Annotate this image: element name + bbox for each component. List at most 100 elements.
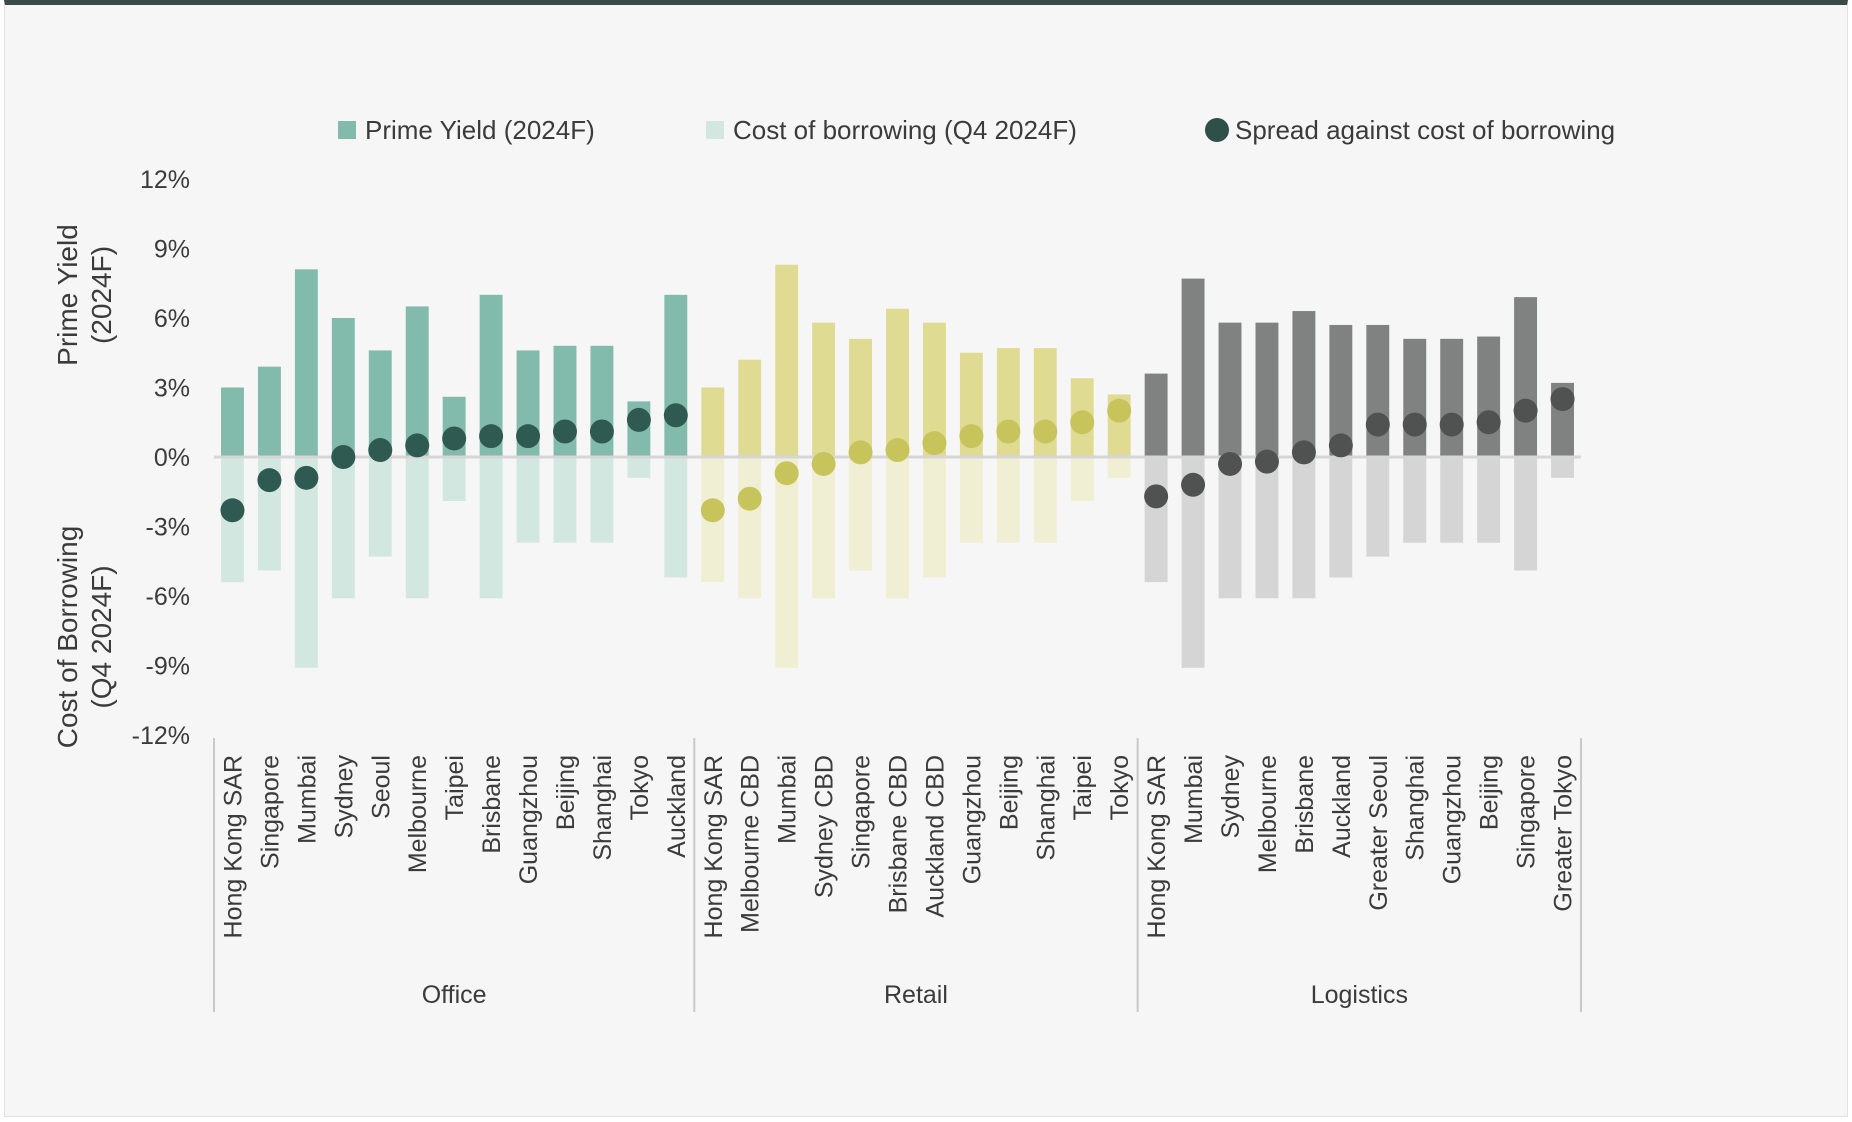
category-label: Hong Kong SAR (700, 755, 728, 938)
cost-of-borrowing-bar (405, 457, 429, 599)
category-label: Mumbai (1180, 755, 1208, 844)
category-label: Melbourne CBD (737, 755, 765, 933)
prime-yield-bar (294, 269, 318, 457)
category-label: Sydney (330, 755, 358, 839)
cost-of-borrowing-bar (1477, 457, 1501, 543)
y-tick-label: 6% (154, 305, 190, 333)
spread-dot (1291, 440, 1316, 465)
prime-yield-bar (1255, 322, 1279, 457)
spread-dot (626, 407, 651, 432)
category-label: Mumbai (293, 755, 321, 844)
category-label: Hong Kong SAR (219, 755, 247, 938)
y-axis-title-line: (Q4 2024F) (86, 565, 117, 708)
cost-of-borrowing-bar (1551, 457, 1574, 478)
category-label: Beijing (1476, 755, 1504, 830)
spread-dot (737, 486, 762, 511)
category-label: Brisbane CBD (885, 755, 913, 913)
category-label: Greater Seoul (1365, 755, 1393, 911)
y-tick-label: 3% (154, 375, 190, 403)
prime-yield-bar (1218, 322, 1242, 457)
cost-of-borrowing-bar (1033, 457, 1057, 543)
cost-of-borrowing-bar (922, 457, 946, 578)
prime-yield-bar (812, 322, 836, 457)
y-tick-label: -3% (146, 514, 190, 542)
spread-dot (1144, 484, 1169, 509)
prime-yield-bar (701, 387, 725, 457)
category-label: Brisbane (1291, 755, 1319, 854)
cost-of-borrowing-bar (331, 457, 355, 599)
cost-of-borrowing-bar (1107, 457, 1131, 478)
prime-yield-bar (1144, 373, 1168, 457)
spread-dot (589, 419, 614, 444)
cost-of-borrowing-bar (590, 457, 614, 543)
cost-of-borrowing-bar (294, 457, 318, 668)
legend-marker-1 (706, 121, 724, 139)
category-label: Shanghai (1032, 755, 1060, 861)
category-label: Beijing (995, 755, 1023, 830)
category-label: Sydney (1217, 755, 1245, 839)
y-axis-title-line: (2024F) (86, 246, 117, 344)
group-label-logistics: Logistics (1311, 981, 1408, 1009)
spread-dot (885, 438, 910, 463)
prime-yield-bar (368, 350, 392, 457)
cost-of-borrowing-bar (738, 457, 762, 599)
category-label: Greater Tokyo (1550, 755, 1578, 912)
cost-of-borrowing-bar (1403, 457, 1427, 543)
prime-yield-bar (849, 338, 873, 457)
prime-yield-bar (331, 318, 355, 457)
prime-yield-bar (1366, 324, 1390, 457)
prime-yield-bar (886, 308, 909, 457)
spread-dot (1365, 412, 1390, 437)
category-label: Hong Kong SAR (1143, 755, 1171, 938)
prime-yield-bar (1440, 338, 1464, 457)
spread-dot (663, 403, 688, 428)
prime-yield-bar (664, 294, 688, 457)
y-axis-title-top: Prime Yield (2024F) (52, 224, 117, 366)
category-label: Melbourne (404, 755, 432, 873)
y-tick-label: 0% (154, 444, 190, 472)
cost-of-borrowing-bar (553, 457, 577, 543)
spread-dot (996, 419, 1021, 444)
spread-dot (1328, 433, 1353, 458)
cost-of-borrowing-bar (1218, 457, 1242, 599)
cost-of-borrowing-bar (368, 457, 392, 557)
category-label: Mumbai (774, 755, 802, 844)
prime-yield-bar (1477, 336, 1501, 457)
prime-yield-bar (405, 306, 429, 457)
cost-of-borrowing-bar (959, 457, 983, 543)
prime-yield-bar (257, 366, 281, 457)
cost-of-borrowing-bar (996, 457, 1020, 543)
prime-yield-bar (1403, 338, 1427, 457)
category-label: Guangzhou (515, 755, 543, 884)
cost-of-borrowing-bar (442, 457, 466, 502)
spread-dot (700, 498, 725, 523)
prime-yield-bar (1181, 278, 1205, 457)
y-axis-title-line: Cost of Borrowing (52, 526, 83, 749)
spread-dot (257, 468, 282, 493)
category-label: Tokyo (1106, 755, 1134, 820)
chart-canvas: Prime Yield (2024F) Cost of borrowing (Q4… (52, 115, 1615, 1012)
category-label: Auckland (1328, 755, 1356, 858)
cost-of-borrowing-bar (1514, 457, 1538, 571)
cost-of-borrowing-bar (1070, 457, 1094, 502)
category-label: Singapore (848, 755, 876, 869)
cost-of-borrowing-bar (812, 457, 836, 599)
legend-label: Cost of borrowing (Q4 2024F) (733, 115, 1077, 145)
category-label: Seoul (367, 755, 395, 819)
cost-of-borrowing-bar (1255, 457, 1279, 599)
cost-of-borrowing-bar (1329, 457, 1353, 578)
y-tick-label: 12% (140, 166, 190, 194)
spread-dot (405, 433, 430, 458)
spread-dot (1402, 412, 1427, 437)
y-axis-title-bottom: Cost of Borrowing (Q4 2024F) (52, 526, 117, 749)
cost-of-borrowing-bar (775, 457, 799, 668)
spread-dot (368, 438, 393, 463)
legend-marker-spread (1205, 118, 1229, 142)
legend-label: Spread against cost of borrowing (1235, 115, 1615, 145)
category-label: Shanghai (589, 755, 617, 861)
category-label: Shanghai (1402, 755, 1430, 861)
prime-yield-bar (1514, 297, 1538, 457)
spread-dot (1550, 387, 1575, 412)
legend-marker-0 (338, 121, 356, 139)
category-label: Taipei (1069, 755, 1097, 820)
